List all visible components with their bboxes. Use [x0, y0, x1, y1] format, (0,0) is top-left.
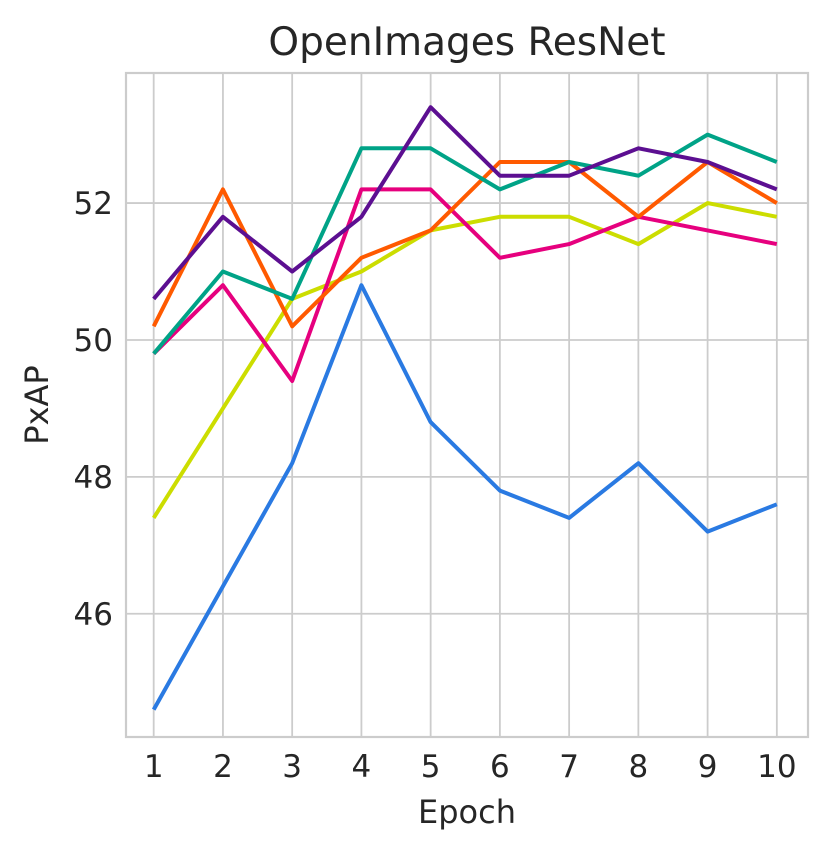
- x-tick-label: 1: [144, 749, 164, 785]
- y-axis-label: PxAP: [18, 365, 56, 444]
- x-tick-label: 7: [559, 749, 579, 785]
- y-tick-label: 46: [74, 597, 113, 633]
- chart-title: OpenImages ResNet: [268, 20, 665, 65]
- plot-frame: [124, 71, 810, 739]
- y-gridlines: [126, 202, 808, 615]
- series-line-1: [151, 283, 778, 711]
- x-tick-label: 5: [421, 749, 441, 785]
- x-axis-label: Epoch: [418, 793, 516, 831]
- x-tick-label: 2: [213, 749, 233, 785]
- y-tick-label: 52: [74, 186, 113, 222]
- x-tick-labels: 1 2 3 4 5 6 7 8 9 10: [144, 749, 797, 785]
- y-tick-labels: 46 48 50 52: [74, 186, 113, 633]
- series-line-6: [152, 105, 778, 301]
- x-tick-label: 9: [698, 749, 718, 785]
- x-gridlines: [152, 73, 778, 737]
- x-tick-label: 10: [757, 749, 796, 785]
- x-tick-label: 4: [352, 749, 372, 785]
- y-tick-label: 48: [74, 460, 113, 496]
- series-lines: [151, 105, 778, 711]
- x-tick-label: 8: [628, 749, 648, 785]
- series-line-2: [152, 201, 778, 519]
- series-line-4: [151, 160, 778, 329]
- series-line-3: [152, 187, 778, 383]
- x-tick-label: 6: [490, 749, 510, 785]
- x-tick-label: 3: [282, 749, 302, 785]
- y-tick-label: 50: [74, 323, 113, 359]
